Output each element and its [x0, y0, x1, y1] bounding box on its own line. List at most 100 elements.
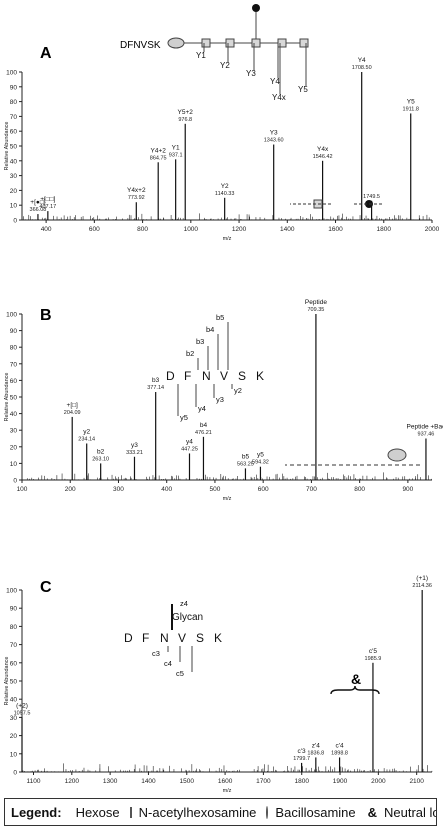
y-tick-label: 60: [10, 378, 18, 385]
y-axis-label: Relative Abundance: [4, 122, 10, 171]
x-tick-label: 2100: [409, 778, 424, 785]
peak-ion-label: (+2): [16, 702, 28, 709]
sequence-letter: N: [202, 369, 211, 383]
x-tick-label: 200: [65, 486, 76, 493]
panel-b-chart: 0 10 20 30 40 50 60 70 80 90 100 100 200 300 400 500 600…: [4, 299, 443, 502]
legend-bac: Bacillosamine: [275, 804, 356, 820]
y-ion-label: y4: [198, 404, 206, 413]
x-tick-label: 100: [17, 486, 28, 493]
y-tick-label: 10: [10, 203, 18, 210]
y-tick-label: 70: [10, 361, 18, 368]
y-ion-label: y5: [180, 413, 188, 422]
fragment-label: Y3: [246, 69, 256, 78]
sequence-letter: N: [160, 631, 169, 645]
y-tick-label: 60: [10, 660, 18, 667]
x-axis-label: m/z: [223, 788, 232, 794]
x-tick-label: 800: [354, 486, 365, 493]
x-tick-label: 300: [113, 486, 124, 493]
y-tick-label: 20: [10, 733, 18, 740]
peak-mz-label: 1985.9: [365, 656, 382, 662]
y-tick-label: 80: [10, 99, 18, 106]
y-tick-label: 100: [6, 312, 17, 319]
x-tick-label: 1200: [65, 778, 80, 785]
peak-ion-label: y5: [257, 452, 264, 459]
legend-neutral: Neutral loss ions: [384, 804, 436, 820]
bac-symbol: [167, 37, 185, 49]
ampersand-icon: &: [367, 804, 378, 820]
fragment-label: Y1: [196, 51, 206, 60]
sequence-letter: S: [238, 369, 246, 383]
x-tick-label: 1800: [377, 226, 392, 233]
sequence-letter: D: [166, 369, 175, 383]
peak-mz-label: 937.46: [418, 432, 435, 438]
y-ion-label: y2: [234, 386, 242, 395]
peak-ion-label: Y4: [358, 57, 366, 64]
peak-ion-label: z'4: [312, 742, 320, 749]
glycan-square-3: [251, 38, 261, 48]
sequence-letter: K: [214, 631, 222, 645]
panel-a-letter: A: [40, 45, 52, 62]
y-tick-label: 100: [6, 70, 17, 77]
y-tick-label: 40: [10, 697, 18, 704]
x-tick-label: 1600: [218, 778, 233, 785]
peak-mz-label: 1749.5: [363, 194, 380, 200]
peak-ion-label: Y5: [407, 98, 415, 105]
x-tick-label: 1900: [333, 778, 348, 785]
panel-a-chart: 0 10 20 30 40 50 60 70 80 90 100 400 600 800 1000 1200 1…: [4, 57, 440, 242]
peak-mz-label: 1546.42: [313, 154, 333, 160]
peak-mz-label: 563.25: [237, 461, 254, 467]
peak-ion-label: Peptide +Bac: [407, 424, 443, 431]
peak-mz-label: 773.92: [128, 195, 145, 201]
peak-mz-label: 447.25: [181, 446, 198, 452]
b-ion-label: b3: [196, 337, 204, 346]
y-tick-label: 50: [10, 679, 18, 686]
peak-mz-label: 1799.7: [293, 756, 310, 762]
peak-mz-label: 407.17: [39, 204, 56, 210]
y-tick-label: 30: [10, 173, 18, 180]
peak-mz-label: 1343.60: [264, 138, 284, 144]
x-tick-label: 900: [402, 486, 413, 493]
b-ion-label: b2: [186, 349, 194, 358]
peak-ion-label: Y4+2: [151, 147, 167, 154]
peak-mz-label: 366.08: [30, 207, 47, 213]
panel-a-fragment-labels: Y1 Y2 Y3 Y4 Y4x Y5: [196, 43, 308, 102]
panel-a: A DFNVSK Y1 Y2 Y3 Y4 Y4x Y5 0 10 20 30 40 50 60 70 80…: [4, 4, 440, 242]
peak-mz-label: 1911.8: [403, 106, 419, 112]
peak-mz-label: 1057.5: [14, 710, 31, 716]
x-tick-label: 1200: [232, 226, 247, 233]
fragment-label: Y5: [298, 85, 308, 94]
x-axis-label: m/z: [223, 236, 232, 242]
peak-mz-label: 864.75: [150, 155, 167, 161]
x-axis-label: m/z: [223, 496, 232, 502]
x-tick-label: 1500: [180, 778, 195, 785]
glycan-hexose: [252, 4, 260, 12]
x-tick-label: 400: [41, 226, 52, 233]
y-tick-label: 60: [10, 129, 18, 136]
glycan-square-2: [225, 38, 235, 48]
y-tick-label: 0: [13, 218, 17, 225]
peak-ion-label: Y3: [270, 130, 278, 137]
bacillosamine-icon: [266, 805, 269, 819]
peak-mz-label: 976.8: [178, 117, 192, 123]
c-ion-label: c4: [164, 659, 172, 668]
x-tick-label: 600: [89, 226, 100, 233]
peak-ion-label: Y4x: [317, 146, 329, 153]
x-tick-label: 1400: [280, 226, 295, 233]
y-axis-label: Relative Abundance: [4, 657, 10, 706]
peak-ion-label: c'4: [336, 742, 344, 749]
y-tick-label: 70: [10, 642, 18, 649]
peak-ion-label: Y1: [172, 144, 180, 151]
c-ion-label: c3: [152, 649, 160, 658]
x-tick-label: 600: [258, 486, 269, 493]
peak-mz-label: 204.09: [64, 410, 81, 416]
y-tick-label: 100: [6, 588, 17, 595]
y-tick-label: 10: [10, 461, 18, 468]
x-tick-label: 1400: [141, 778, 156, 785]
neutral-loss-brace: [330, 685, 380, 695]
peak-mz-label: 234.14: [78, 436, 95, 442]
x-tick-label: 1100: [27, 778, 41, 785]
peak-ion-label: Y4x+2: [127, 187, 146, 194]
x-tick-label: 1800: [294, 778, 309, 785]
